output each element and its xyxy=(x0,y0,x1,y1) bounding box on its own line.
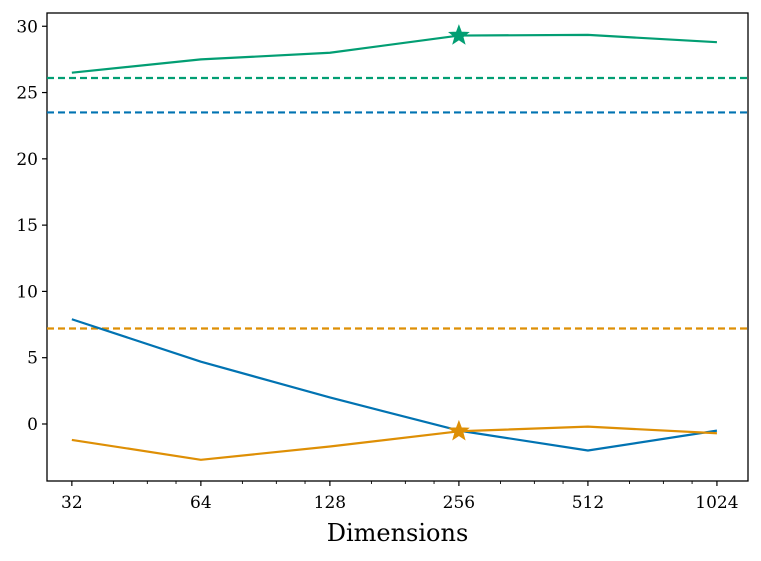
x-axis: 32 64 128 256 512 1024 xyxy=(61,481,739,513)
series-line-orange xyxy=(71,425,717,461)
y-tick-label: 25 xyxy=(16,84,38,104)
series-line-blue xyxy=(71,318,718,452)
y-tick-label: 15 xyxy=(16,216,38,236)
plot-area-frame xyxy=(46,12,749,482)
best-star-marker-green xyxy=(448,24,470,45)
y-tick-label: 0 xyxy=(27,415,38,435)
y-axis: 0 5 10 15 20 25 30 xyxy=(16,17,47,435)
series-line-green xyxy=(71,33,717,74)
y-tick-label: 5 xyxy=(27,349,38,369)
y-tick-label: 30 xyxy=(16,17,38,37)
x-axis-label: Dimensions xyxy=(327,519,469,547)
x-tick-label: 1024 xyxy=(695,493,738,513)
y-tick-label: 20 xyxy=(16,150,38,170)
x-tick-label: 32 xyxy=(61,493,83,513)
best-star-marker-orange xyxy=(448,419,470,441)
x-tick-label: 512 xyxy=(572,493,604,513)
x-tick-label: 256 xyxy=(443,493,475,513)
x-tick-label: 64 xyxy=(190,493,212,513)
x-tick-label: 128 xyxy=(314,493,346,513)
chart-marks xyxy=(47,24,748,461)
y-tick-label: 10 xyxy=(16,282,38,302)
